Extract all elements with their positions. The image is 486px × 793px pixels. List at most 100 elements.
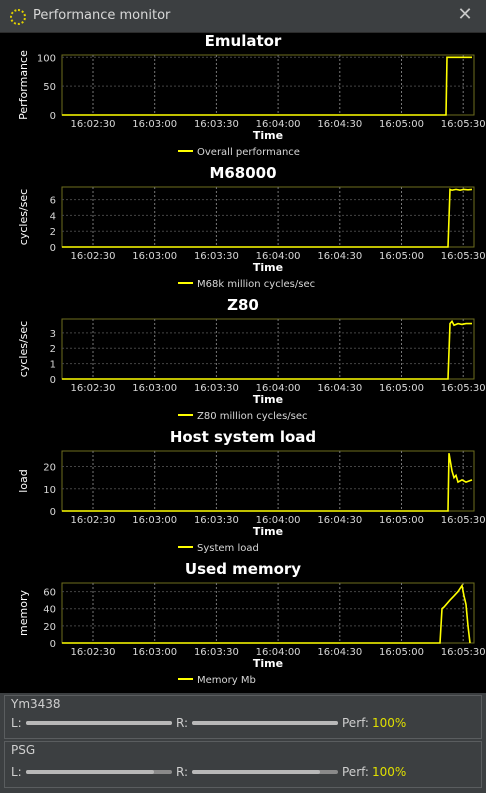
chart-2: Z80 16:02:30 16:03:00 16:03:30 16:04:00 16:04… bbox=[17, 296, 486, 422]
x-tick-label: 16:04:00 bbox=[256, 383, 301, 394]
x-tick-label: 16:02:30 bbox=[71, 383, 116, 394]
x-axis-label: Time bbox=[253, 657, 283, 670]
charts-area: Emulator 16:02:30 16:03:00 16:03:30 16:04:00… bbox=[0, 33, 486, 693]
ym3438-right-slider-fill bbox=[192, 721, 338, 725]
chart-1: M68000 16:02:30 16:03:00 16:03:30 16:04:00 16… bbox=[17, 164, 486, 290]
chart-title: Host system load bbox=[170, 428, 316, 446]
x-tick-label: 16:04:30 bbox=[317, 383, 362, 394]
y-tick-label: 0 bbox=[50, 375, 56, 386]
charts-svg: Emulator 16:02:30 16:03:00 16:03:30 16:04:00… bbox=[17, 33, 486, 686]
psg-right-slider[interactable] bbox=[192, 770, 338, 774]
y-tick-label: 40 bbox=[43, 605, 56, 616]
title-bar: Performance monitor ✕ bbox=[0, 0, 486, 33]
psg-right-label: R: bbox=[176, 765, 189, 779]
x-tick-label: 16:04:30 bbox=[317, 119, 362, 130]
y-tick-label: 0 bbox=[50, 507, 56, 518]
y-axis-label: Performance bbox=[17, 50, 30, 120]
plot-frame bbox=[61, 186, 475, 248]
y-tick-label: 1 bbox=[50, 360, 56, 371]
ym3438-label: Ym3438 bbox=[11, 697, 61, 711]
legend-label: Overall performance bbox=[197, 147, 300, 158]
legend-label: Z80 million cycles/sec bbox=[197, 411, 308, 422]
psg-perf-value: 100% bbox=[372, 765, 407, 779]
psg-left-slider-fill bbox=[26, 770, 155, 774]
ym3438-right-slider[interactable] bbox=[192, 721, 338, 725]
y-tick-label: 20 bbox=[43, 463, 56, 474]
x-tick-label: 16:02:30 bbox=[71, 119, 116, 130]
x-tick-label: 16:04:00 bbox=[256, 119, 301, 130]
psg-label: PSG bbox=[11, 743, 36, 757]
x-tick-label: 16:03:30 bbox=[194, 119, 239, 130]
y-axis-label: cycles/sec bbox=[17, 321, 30, 377]
y-tick-label: 3 bbox=[50, 329, 56, 340]
spinner-icon bbox=[10, 9, 26, 25]
y-tick-label: 10 bbox=[43, 485, 56, 496]
x-tick-label: 16:04:30 bbox=[317, 515, 362, 526]
y-tick-label: 50 bbox=[43, 82, 56, 93]
y-tick-label: 4 bbox=[50, 211, 56, 222]
x-tick-label: 16:04:00 bbox=[256, 515, 301, 526]
legend-label: System load bbox=[197, 543, 259, 554]
ym3438-left-slider-fill bbox=[26, 721, 172, 725]
chart-title: M68000 bbox=[209, 164, 276, 182]
x-axis-label: Time bbox=[253, 129, 283, 142]
y-tick-label: 0 bbox=[50, 639, 56, 650]
x-tick-label: 16:02:30 bbox=[71, 515, 116, 526]
psg-left-label: L: bbox=[11, 765, 22, 779]
y-tick-label: 60 bbox=[43, 588, 56, 599]
series-line bbox=[62, 188, 473, 248]
y-axis-label: load bbox=[17, 469, 30, 493]
plot-frame bbox=[61, 318, 475, 380]
y-axis-label: cycles/sec bbox=[17, 189, 30, 245]
legend-label: M68k million cycles/sec bbox=[197, 279, 315, 290]
chart-0: Emulator 16:02:30 16:03:00 16:03:30 16:04:00… bbox=[17, 33, 486, 158]
ym3438-right-label: R: bbox=[176, 716, 189, 730]
psg-left-slider[interactable] bbox=[26, 770, 172, 774]
x-tick-label: 16:02:30 bbox=[71, 251, 116, 262]
close-icon[interactable]: ✕ bbox=[457, 4, 473, 25]
x-tick-label: 16:05:00 bbox=[379, 251, 424, 262]
x-tick-label: 16:03:00 bbox=[132, 251, 177, 262]
y-tick-label: 6 bbox=[50, 196, 56, 207]
x-tick-label: 16:05:30 bbox=[441, 119, 486, 130]
x-tick-label: 16:02:30 bbox=[71, 647, 116, 658]
psg-perf-label: Perf: bbox=[342, 765, 369, 779]
window-title: Performance monitor bbox=[33, 8, 171, 23]
y-tick-label: 0 bbox=[50, 243, 56, 254]
x-tick-label: 16:03:00 bbox=[132, 119, 177, 130]
x-axis-label: Time bbox=[253, 525, 283, 538]
series-line bbox=[62, 56, 472, 116]
ym3438-perf-label: Perf: bbox=[342, 716, 369, 730]
x-tick-label: 16:05:30 bbox=[441, 647, 486, 658]
psg-right-slider-fill bbox=[192, 770, 321, 774]
chart-3: Host system load 16:02:30 16:03:00 16:03:30… bbox=[17, 428, 486, 554]
x-tick-label: 16:05:30 bbox=[441, 383, 486, 394]
x-tick-label: 16:04:00 bbox=[256, 251, 301, 262]
y-tick-label: 2 bbox=[50, 344, 56, 355]
x-tick-label: 16:04:30 bbox=[317, 647, 362, 658]
series-line bbox=[62, 319, 472, 380]
x-tick-label: 16:05:00 bbox=[379, 515, 424, 526]
y-tick-label: 0 bbox=[50, 111, 56, 122]
plot-frame bbox=[61, 450, 475, 512]
x-tick-label: 16:03:00 bbox=[132, 647, 177, 658]
x-tick-label: 16:05:30 bbox=[441, 251, 486, 262]
x-tick-label: 16:03:00 bbox=[132, 383, 177, 394]
ym3438-perf-value: 100% bbox=[372, 716, 407, 730]
x-tick-label: 16:03:00 bbox=[132, 515, 177, 526]
x-tick-label: 16:05:30 bbox=[441, 515, 486, 526]
psg-panel: PSG L: R: Perf: 100% bbox=[4, 741, 482, 788]
chart-4: Used memory 16:02:30 16:03:00 16:03:30 16:04… bbox=[17, 560, 486, 686]
ym3438-panel: Ym3438 L: R: Perf: 100% bbox=[4, 695, 482, 739]
chart-title: Used memory bbox=[185, 560, 301, 578]
x-tick-label: 16:05:00 bbox=[379, 383, 424, 394]
series-line bbox=[62, 583, 471, 644]
ym3438-left-label: L: bbox=[11, 716, 22, 730]
x-tick-label: 16:04:00 bbox=[256, 647, 301, 658]
ym3438-left-slider[interactable] bbox=[26, 721, 172, 725]
x-tick-label: 16:03:30 bbox=[194, 515, 239, 526]
y-axis-label: memory bbox=[17, 590, 30, 636]
x-axis-label: Time bbox=[253, 261, 283, 274]
x-tick-label: 16:05:00 bbox=[379, 119, 424, 130]
x-tick-label: 16:03:30 bbox=[194, 647, 239, 658]
